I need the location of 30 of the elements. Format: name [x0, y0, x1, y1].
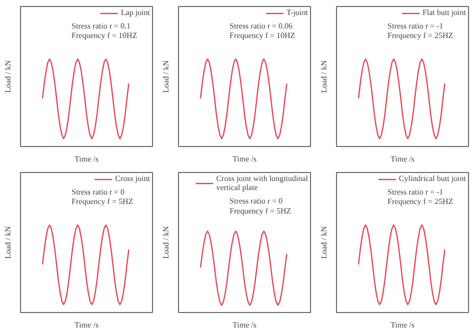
text: Stress ratio r = 0 — [230, 196, 282, 206]
y-axis-title: Load / kN — [4, 226, 12, 259]
text: Stress ratio r = -1 — [388, 187, 444, 196]
legend-label: Cross joint with longitudinal vertical plate — [216, 174, 308, 192]
text: Stress ratio r = -1 — [388, 21, 444, 30]
x-axis-title: Time /s — [390, 320, 414, 330]
text: Stress ratio r = 0.06 — [230, 21, 292, 30]
y-axis-title: Load / kN — [4, 60, 12, 93]
y-axis-title: Load / kN — [320, 60, 328, 93]
y-axis-title: Load / kN — [162, 226, 170, 259]
legend-label: T-joint — [286, 8, 308, 17]
text: Stress ratio r = 0.1 — [72, 21, 130, 30]
text: Frequency f = 5HZ — [230, 206, 292, 216]
legend-label: Flat butt joint — [422, 8, 466, 17]
text: Frequency f = 25HZ — [388, 197, 454, 206]
text: Frequency f = 5HZ — [72, 197, 134, 206]
x-axis-title: Time /s — [74, 320, 98, 330]
legend-label: Cylindrical butt joint — [398, 174, 466, 183]
text: Frequency f = 10HZ — [72, 31, 138, 40]
legend-label: Lap joint — [120, 8, 150, 17]
text: Frequency f = 25HZ — [388, 31, 454, 40]
y-axis-title: Load / kN — [320, 226, 328, 259]
legend-label: Cross joint — [115, 174, 150, 183]
y-axis-title: Load / kN — [162, 60, 170, 93]
x-axis-title: Time /s — [390, 154, 414, 164]
text: Frequency f = 10HZ — [230, 31, 296, 40]
text: Stress ratio r = 0 — [72, 187, 124, 196]
x-axis-title: Time /s — [232, 320, 256, 330]
x-axis-title: Time /s — [232, 154, 256, 164]
x-axis-title: Time /s — [74, 154, 98, 164]
